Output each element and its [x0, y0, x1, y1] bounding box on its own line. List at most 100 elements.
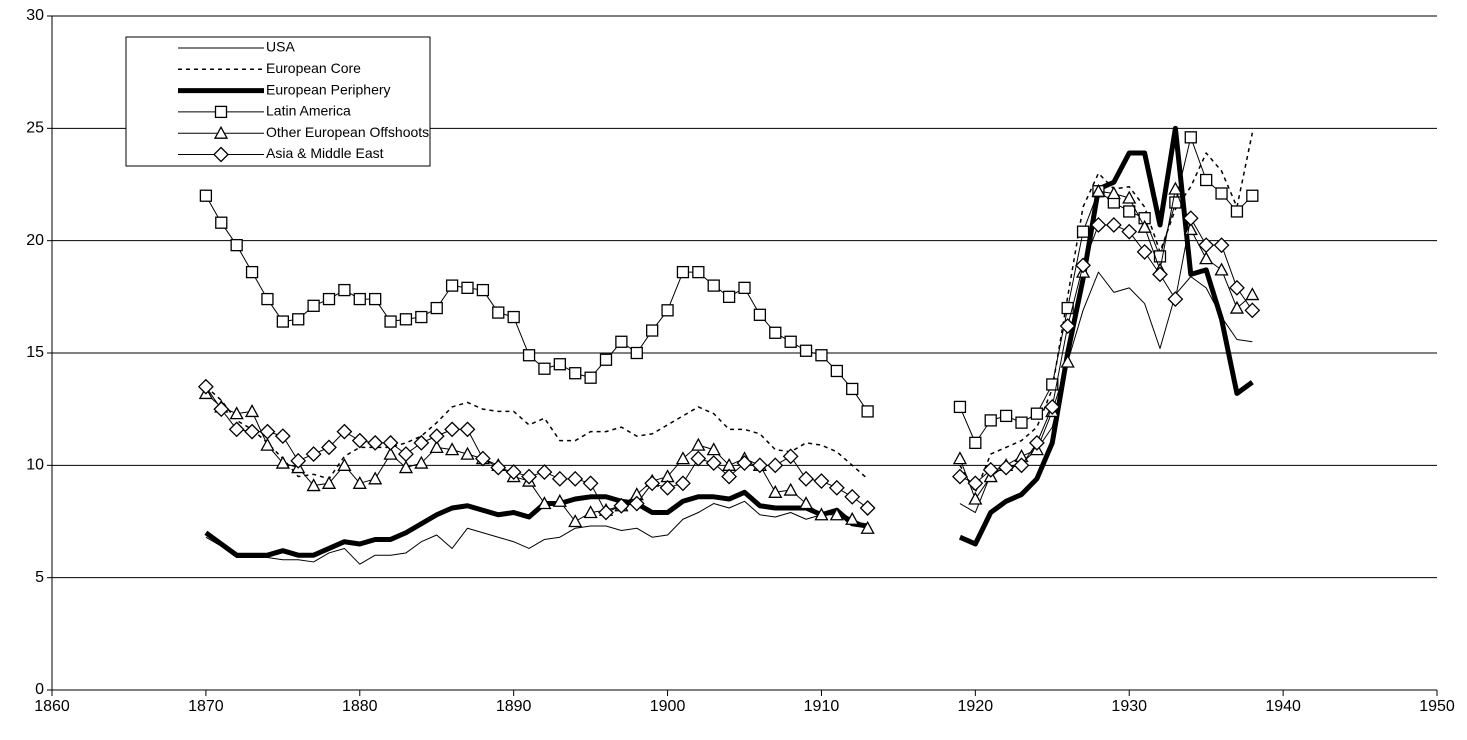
- marker: [1030, 407, 1044, 420]
- marker: [782, 448, 799, 465]
- marker: [213, 146, 229, 163]
- marker: [461, 281, 474, 294]
- marker: [1028, 434, 1045, 451]
- marker: [813, 473, 830, 489]
- marker: [197, 378, 214, 395]
- marker: [599, 353, 613, 366]
- marker: [1105, 217, 1122, 233]
- marker: [798, 470, 814, 487]
- marker: [569, 367, 582, 380]
- marker: [1121, 223, 1138, 240]
- marker: [598, 504, 614, 521]
- marker: [1060, 354, 1075, 368]
- marker: [1153, 250, 1167, 263]
- marker: [1044, 399, 1061, 415]
- marker: [722, 290, 736, 303]
- marker: [613, 497, 630, 514]
- marker: [337, 457, 352, 471]
- marker: [1152, 266, 1168, 283]
- marker: [336, 423, 353, 440]
- marker: [1091, 183, 1106, 197]
- marker: [1168, 181, 1183, 195]
- marker: [306, 478, 321, 492]
- x-tick-label: 1950: [1419, 698, 1455, 715]
- marker: [399, 313, 413, 326]
- marker: [522, 349, 536, 362]
- series-line: [204, 125, 1254, 558]
- marker: [567, 470, 584, 487]
- marker: [244, 404, 260, 418]
- marker: [259, 423, 276, 440]
- legend-label: USA: [266, 39, 295, 55]
- marker: [215, 216, 228, 229]
- marker: [982, 461, 999, 478]
- marker: [583, 505, 598, 519]
- series-line: [205, 271, 1253, 565]
- x-tick-label: 1930: [1111, 698, 1147, 715]
- marker: [952, 451, 968, 465]
- marker: [230, 239, 243, 252]
- marker: [799, 344, 813, 357]
- marker: [229, 406, 244, 420]
- marker: [244, 423, 260, 440]
- marker: [292, 313, 305, 326]
- marker: [307, 299, 320, 312]
- marker: [753, 308, 767, 321]
- marker: [1106, 186, 1121, 200]
- legend: USA European Core European Periphery Latin …: [125, 36, 431, 167]
- marker: [505, 464, 522, 480]
- x-tick-label: 1880: [342, 698, 378, 715]
- marker: [815, 349, 828, 362]
- marker: [507, 310, 520, 324]
- marker: [1245, 287, 1260, 301]
- marker: [1244, 302, 1261, 319]
- marker: [706, 442, 721, 456]
- legend-label: Other European Offshoots: [266, 124, 429, 140]
- marker: [369, 292, 382, 306]
- marker: [661, 304, 674, 317]
- marker: [368, 471, 383, 485]
- marker: [276, 315, 289, 328]
- marker: [322, 292, 336, 306]
- marker: [767, 457, 784, 474]
- marker: [1090, 217, 1107, 233]
- marker: [999, 409, 1013, 423]
- y-tick-label: 20: [26, 232, 44, 249]
- marker: [290, 452, 307, 469]
- marker: [321, 439, 337, 456]
- legend-label: Asia & Middle East: [266, 145, 384, 161]
- marker: [768, 484, 783, 498]
- marker: [1015, 416, 1028, 429]
- x-tick-label: 1920: [958, 698, 994, 715]
- marker: [521, 468, 537, 485]
- marker: [490, 459, 507, 476]
- marker: [615, 335, 628, 348]
- marker: [691, 437, 706, 451]
- y-tick-label: 0: [35, 681, 44, 698]
- marker: [429, 440, 444, 454]
- series-line: [205, 136, 1253, 444]
- marker: [214, 105, 228, 119]
- marker: [736, 455, 753, 472]
- marker: [445, 279, 459, 292]
- marker: [552, 493, 567, 507]
- marker: [859, 500, 876, 516]
- marker: [705, 455, 722, 472]
- marker: [445, 442, 460, 456]
- x-tick-label: 1890: [496, 698, 532, 715]
- marker: [414, 455, 429, 469]
- legend-label: Latin America: [266, 103, 351, 119]
- marker: [630, 346, 643, 360]
- marker: [998, 459, 1015, 476]
- marker: [675, 475, 691, 492]
- marker: [1246, 189, 1259, 202]
- y-tick-label: 30: [26, 7, 44, 24]
- marker: [861, 405, 874, 418]
- marker: [844, 488, 861, 505]
- marker: [1215, 187, 1228, 200]
- marker: [967, 475, 984, 492]
- marker: [537, 496, 552, 510]
- marker: [351, 432, 368, 449]
- y-tick-label: 10: [26, 457, 44, 474]
